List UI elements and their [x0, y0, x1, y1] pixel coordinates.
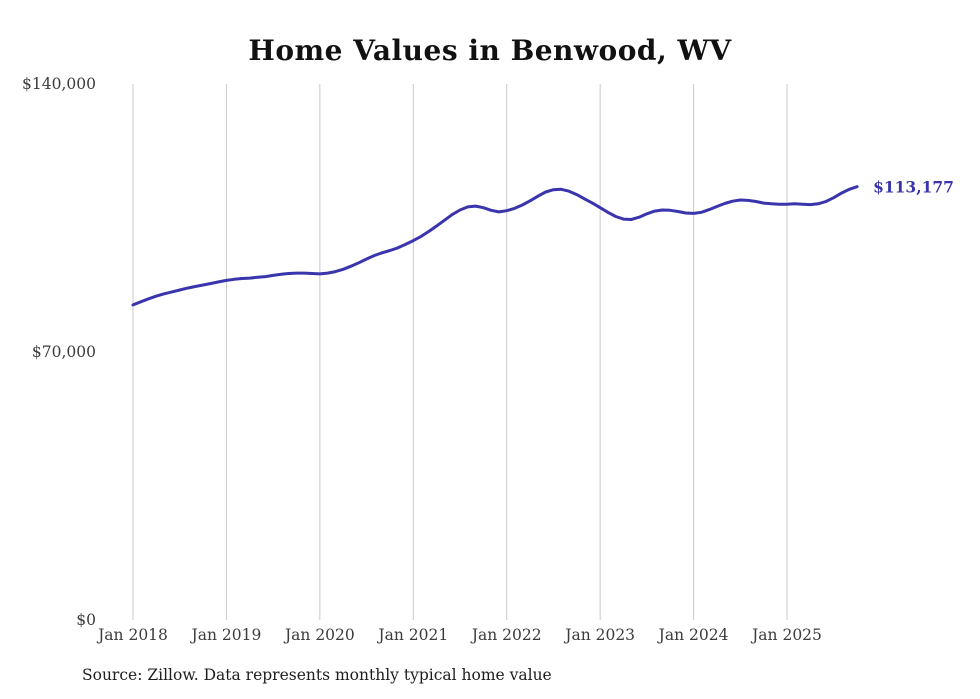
x-tick-label: Jan 2024: [658, 626, 729, 644]
x-tick-label: Jan 2020: [284, 626, 355, 644]
source-note: Source: Zillow. Data represents monthly …: [82, 666, 552, 684]
chart-title: Home Values in Benwood, WV: [248, 34, 732, 67]
x-tick-label: Jan 2023: [565, 626, 636, 644]
y-tick-label: $0: [76, 611, 96, 629]
x-tick-label: Jan 2019: [191, 626, 262, 644]
home-value-line: [131, 185, 859, 307]
y-tick-label: $140,000: [22, 75, 96, 93]
x-tick-label: Jan 2018: [98, 626, 168, 644]
latest-value-label: $113,177: [873, 177, 954, 197]
y-tick-label: $70,000: [31, 343, 96, 361]
x-tick-label: Jan 2022: [471, 626, 542, 644]
x-tick-label: Jan 2025: [752, 626, 822, 644]
x-tick-label: Jan 2021: [378, 626, 449, 644]
